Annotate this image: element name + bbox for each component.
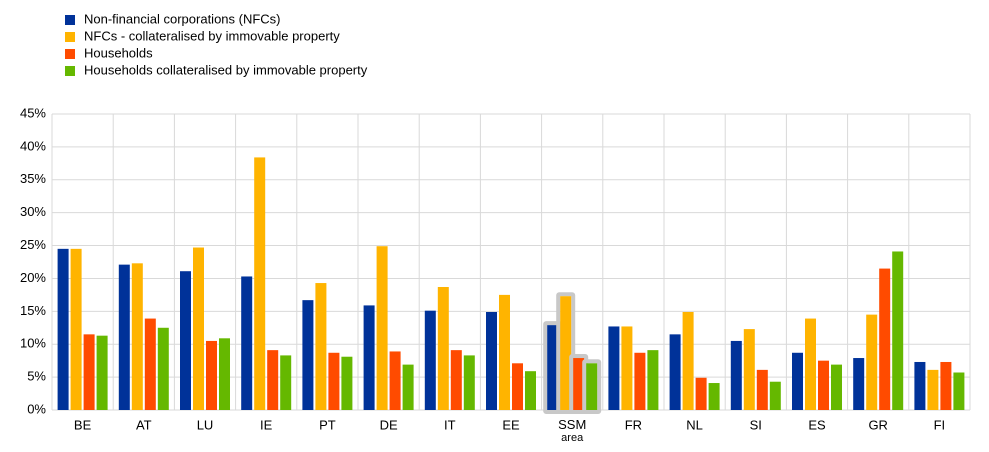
bar [83, 334, 95, 410]
bar [953, 372, 965, 410]
x-tick-label: LU [197, 417, 214, 432]
bar [818, 360, 829, 410]
bar [389, 351, 401, 410]
bar [499, 294, 510, 410]
x-tick-label: SI [750, 417, 762, 432]
bar [669, 334, 681, 410]
bar [328, 352, 340, 410]
x-tick-label: FR [625, 417, 642, 432]
x-tick-label: GR [868, 417, 888, 432]
x-tick-label: PT [319, 417, 336, 432]
bar [302, 300, 314, 410]
bar [927, 369, 939, 410]
legend-label: NFCs - collateralised by immovable prope… [84, 28, 340, 43]
bar [573, 358, 585, 410]
y-tick-label: 30% [20, 204, 46, 219]
bar [634, 352, 646, 410]
y-tick-label: 35% [20, 171, 46, 186]
bar [879, 268, 891, 410]
x-tick-label: FI [934, 417, 946, 432]
legend-swatch [65, 15, 75, 25]
y-tick-label: 25% [20, 237, 46, 252]
y-tick-label: 45% [20, 105, 46, 120]
bar [730, 340, 742, 410]
bar [805, 318, 816, 410]
bar [756, 369, 768, 410]
bar [940, 361, 952, 410]
bar [241, 276, 253, 410]
bar [424, 310, 436, 410]
x-tick-label: BE [74, 417, 92, 432]
legend-swatch [65, 49, 75, 59]
bar [450, 350, 462, 410]
x-tick-label: IT [444, 417, 456, 432]
legend-label: Households [84, 45, 153, 60]
bar [254, 157, 266, 410]
bar [463, 355, 475, 410]
bar [315, 283, 327, 410]
y-tick-label: 10% [20, 336, 46, 351]
bar [180, 271, 191, 410]
y-tick-label: 15% [20, 303, 46, 318]
bar [708, 383, 720, 410]
bar [96, 335, 108, 410]
bar [144, 318, 156, 410]
bar [219, 338, 230, 410]
x-tick-label: NL [686, 417, 703, 432]
bar [206, 340, 217, 410]
bar [547, 325, 559, 410]
bar [853, 358, 865, 410]
bar [647, 350, 659, 410]
bar [586, 363, 598, 410]
x-tick-label: DE [380, 417, 398, 432]
bar [70, 248, 82, 410]
bar [866, 314, 878, 410]
bar [892, 251, 904, 410]
legend-swatch [65, 66, 75, 76]
bar [267, 350, 279, 410]
x-tick-label: SSM area [558, 417, 586, 443]
y-tick-label: 40% [20, 138, 46, 153]
x-tick-label: EE [502, 417, 520, 432]
bar [512, 363, 523, 410]
bar [769, 381, 781, 410]
x-tick-label: IE [260, 417, 273, 432]
y-tick-label: 0% [27, 401, 46, 416]
y-tick-label: 20% [20, 270, 46, 285]
bar [831, 364, 842, 410]
highlight-outline [556, 292, 576, 414]
bar [621, 326, 633, 410]
bar [402, 364, 414, 410]
bar [608, 326, 620, 410]
bar [695, 377, 707, 410]
legend-label: Non-financial corporations (NFCs) [84, 11, 281, 26]
bar [280, 355, 292, 410]
bar [792, 352, 803, 410]
bar [525, 371, 536, 410]
bar [341, 356, 353, 410]
bar [486, 311, 497, 410]
bar [118, 264, 130, 410]
highlight-outline [582, 359, 602, 415]
legend-label: Households collateralised by immovable p… [84, 62, 368, 77]
bar [193, 247, 204, 410]
x-tick-label: AT [136, 417, 152, 432]
bar [682, 311, 694, 410]
y-tick-label: 5% [27, 369, 46, 384]
bar [131, 263, 143, 410]
bar [560, 296, 572, 410]
bar [376, 246, 388, 410]
bar [743, 329, 755, 410]
bar [437, 286, 449, 410]
x-tick-label: ES [808, 417, 826, 432]
bar [914, 361, 926, 410]
legend-swatch [65, 32, 75, 42]
bar [157, 327, 169, 410]
bar [57, 248, 69, 410]
bar [363, 305, 375, 410]
